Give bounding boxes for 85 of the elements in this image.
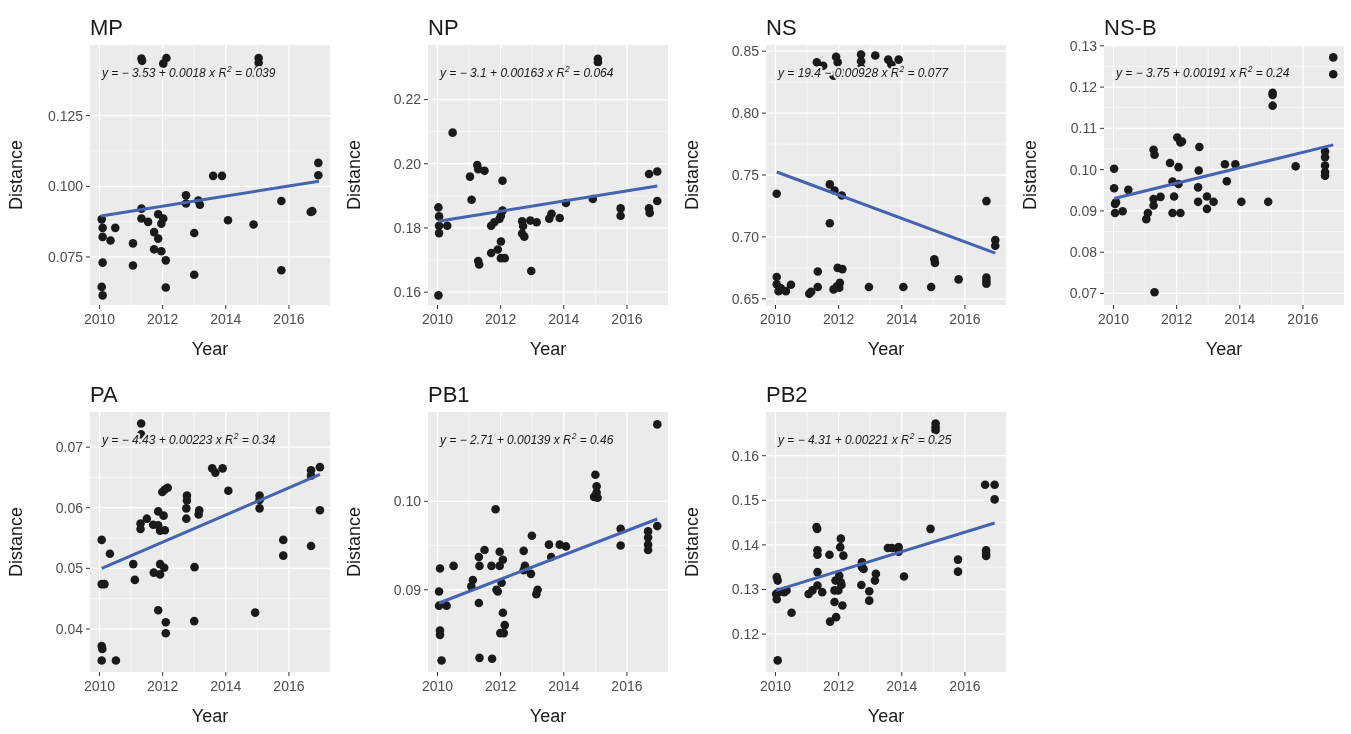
x-tick-label: 2010 <box>1097 311 1130 327</box>
x-axis-title: Year <box>867 339 905 359</box>
x-tick-label: 2010 <box>759 678 792 694</box>
chart-title: NP <box>428 15 459 40</box>
x-axis-title: Year <box>529 706 567 726</box>
x-axis-title: Year <box>191 706 229 726</box>
x-tick-label: 2010 <box>421 311 454 327</box>
x-tick-label: 2016 <box>611 678 643 694</box>
x-tick-label: 2012 <box>147 678 179 694</box>
x-tick-label: 2014 <box>548 678 580 694</box>
x-tick-label: 2012 <box>823 311 855 327</box>
y-tick-label: 0.12 <box>731 625 760 642</box>
y-tick-label: 0.65 <box>731 290 760 307</box>
y-tick-label: 0.13 <box>731 581 760 598</box>
y-tick-label: 0.16 <box>731 447 760 464</box>
y-tick-label: 0.85 <box>731 43 760 60</box>
y-axis-title: Distance <box>1020 139 1040 211</box>
x-tick-label: 2014 <box>548 311 580 327</box>
chart-title: MP <box>90 15 123 40</box>
y-tick-label: 0.08 <box>1069 244 1098 261</box>
x-axis-title: Year <box>867 706 905 726</box>
x-tick-label: 2014 <box>886 678 918 694</box>
y-tick-label: 0.80 <box>731 105 760 121</box>
y-tick-label: 0.125 <box>47 107 84 124</box>
y-tick-label: 0.07 <box>1069 285 1098 302</box>
chart-title: PA <box>90 382 119 407</box>
y-tick-label: 0.12 <box>1069 79 1098 95</box>
chart-title: NS-B <box>1104 15 1157 40</box>
y-tick-label: 0.14 <box>731 536 760 553</box>
y-tick-label: 0.05 <box>55 560 84 577</box>
annotation: y = − 2.71 + 0.00139 x R$^{2}$ = 0.46 <box>439 431 614 447</box>
y-tick-label: 0.16 <box>393 284 422 301</box>
x-tick-label: 2014 <box>210 678 242 694</box>
annotation: y = − 3.1 + 0.00163 x R$^{2}$ = 0.064 <box>439 64 614 80</box>
y-tick-label: 0.75 <box>731 166 760 183</box>
x-tick-label: 2016 <box>611 311 643 327</box>
y-tick-label: 0.13 <box>1069 37 1098 54</box>
chart-title: NS <box>766 15 797 40</box>
y-tick-label: 0.09 <box>393 581 422 598</box>
x-tick-label: 2012 <box>485 678 517 694</box>
y-axis-title: Distance <box>344 139 364 211</box>
x-tick-label: 2010 <box>83 678 116 694</box>
x-tick-label: 2010 <box>83 311 116 327</box>
annotation: y = − 3.53 + 0.0018 x R$^{2}$ = 0.039 <box>101 64 276 80</box>
y-axis-title: Distance <box>6 139 26 211</box>
y-tick-label: 0.15 <box>731 492 760 509</box>
y-tick-label: 0.06 <box>55 499 84 516</box>
chart-title: PB2 <box>766 382 808 407</box>
y-tick-label: 0.075 <box>47 248 84 265</box>
x-tick-label: 2016 <box>949 311 981 327</box>
x-tick-label: 2016 <box>949 678 981 694</box>
annotation: y = − 3.75 + 0.00191 x R$^{2}$ = 0.24 <box>1115 64 1290 80</box>
x-tick-label: 2016 <box>1287 311 1319 327</box>
y-tick-label: 0.10 <box>1069 161 1098 178</box>
x-tick-label: 2010 <box>421 678 454 694</box>
x-tick-label: 2014 <box>210 311 242 327</box>
x-tick-label: 2012 <box>1161 311 1193 327</box>
y-tick-label: 0.10 <box>393 493 422 510</box>
y-axis-title: Distance <box>682 139 702 211</box>
y-tick-label: 0.04 <box>55 620 84 637</box>
y-tick-label: 0.09 <box>1069 202 1098 219</box>
y-tick-label: 0.70 <box>731 228 760 245</box>
x-tick-label: 2016 <box>273 311 305 327</box>
y-tick-label: 0.22 <box>393 91 422 108</box>
x-axis-title: Year <box>1205 339 1243 359</box>
x-tick-label: 2014 <box>886 311 918 327</box>
y-axis-title: Distance <box>682 506 702 578</box>
y-tick-label: 0.18 <box>393 219 422 236</box>
y-tick-label: 0.07 <box>55 439 84 456</box>
x-axis-title: Year <box>191 339 229 359</box>
x-axis-title: Year <box>529 339 567 359</box>
y-tick-label: 0.20 <box>393 155 422 172</box>
annotation: y = − 4.43 + 0.00223 x R$^{2}$ = 0.34 <box>101 431 276 447</box>
x-tick-label: 2016 <box>273 678 305 694</box>
chart-title: PB1 <box>428 382 470 407</box>
y-tick-label: 0.11 <box>1070 120 1098 137</box>
x-tick-label: 2010 <box>759 311 792 327</box>
y-tick-label: 0.100 <box>47 178 84 195</box>
x-tick-label: 2012 <box>485 311 517 327</box>
y-axis-title: Distance <box>344 506 364 578</box>
annotation: y = − 4.31 + 0.00221 x R$^{2}$ = 0.25 <box>777 431 952 447</box>
x-tick-label: 2014 <box>1224 311 1256 327</box>
y-axis-title: Distance <box>6 506 26 578</box>
x-tick-label: 2012 <box>147 311 179 327</box>
x-tick-label: 2012 <box>823 678 855 694</box>
